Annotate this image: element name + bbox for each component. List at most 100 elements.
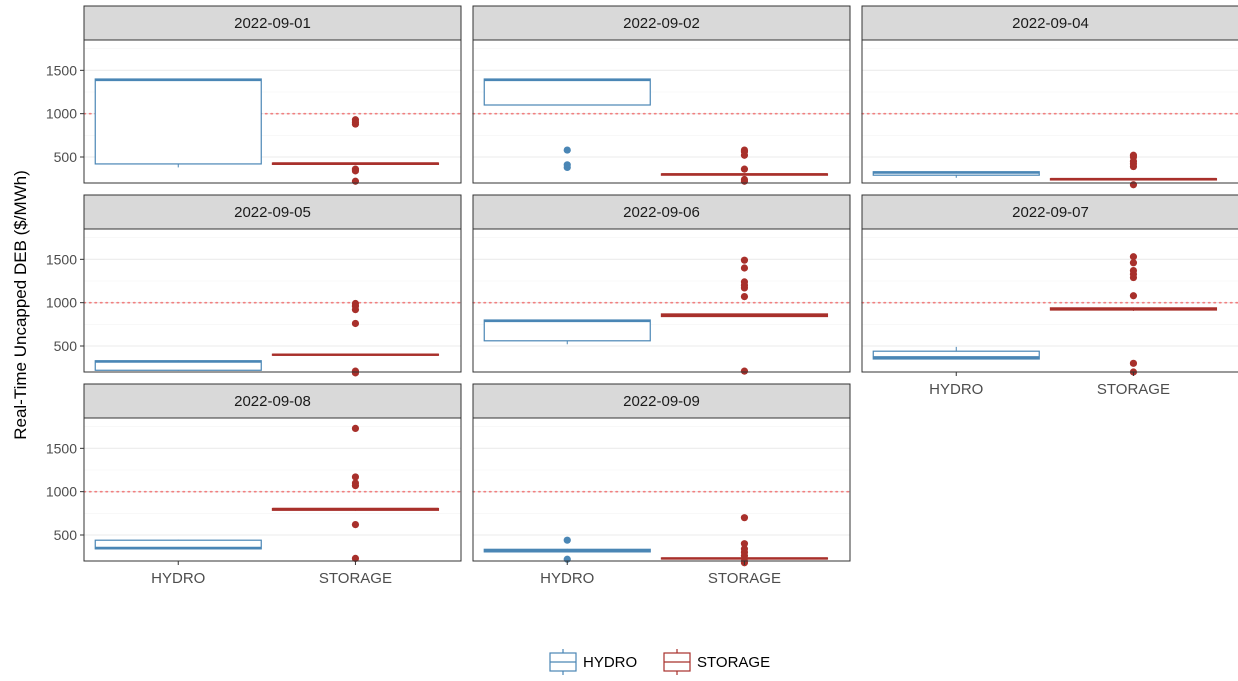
- facet-strip: [83, 5, 462, 41]
- x-tick-label: HYDRO: [929, 381, 983, 398]
- outlier-point: [563, 146, 571, 154]
- box-hydro: [483, 536, 651, 563]
- facet-title: 2022-09-01: [234, 15, 311, 32]
- x-tick-label: STORAGE: [708, 570, 781, 587]
- outlier-point: [351, 319, 360, 328]
- outlier-point: [351, 521, 360, 529]
- plot-area: [862, 40, 1238, 183]
- legend: HYDRO STORAGE: [549, 649, 770, 675]
- outlier-point: [740, 278, 749, 286]
- plot-area: [84, 418, 461, 561]
- facets: 2022-09-01 500 1000 1500 2022-09-02 2022-09-0…: [46, 5, 1238, 587]
- y-tick-label: 1500: [46, 62, 77, 78]
- y-tick-label: 500: [54, 527, 78, 543]
- box-hydro: [94, 360, 262, 371]
- box-body: [483, 78, 651, 106]
- outlier-point: [740, 175, 749, 184]
- panel-border: [861, 228, 1238, 373]
- outlier-point: [740, 514, 749, 522]
- box-body: [94, 78, 262, 165]
- facet-strip: [861, 5, 1238, 41]
- outlier-point: [740, 367, 749, 375]
- outlier-point: [563, 536, 571, 544]
- plot-area: [473, 229, 850, 372]
- panel-border: [472, 39, 851, 184]
- outlier-point: [1129, 151, 1138, 159]
- outlier-point: [351, 367, 360, 375]
- outlier-point: [351, 116, 360, 124]
- facet-title: 2022-09-06: [623, 204, 700, 221]
- plot-area: [84, 229, 461, 372]
- legend-item-storage: STORAGE: [663, 649, 770, 675]
- y-tick-label: 1000: [46, 484, 77, 500]
- box-storage: [1049, 253, 1218, 376]
- panel-border: [83, 417, 462, 562]
- outlier-point: [1129, 181, 1138, 189]
- y-tick-label: 500: [54, 338, 78, 354]
- outlier-point: [740, 165, 749, 173]
- facet-panel: 2022-09-05 500 1000 1500: [46, 194, 462, 377]
- y-tick-label: 1500: [46, 440, 77, 456]
- outlier-point: [351, 554, 360, 563]
- box-storage: [1049, 151, 1218, 189]
- panel-border: [83, 228, 462, 373]
- outlier-point: [740, 146, 749, 154]
- box-storage: [660, 146, 829, 185]
- facet-panel: 2022-09-02: [472, 5, 851, 185]
- box-hydro: [872, 171, 1040, 178]
- x-tick-label: STORAGE: [319, 570, 392, 587]
- facet-title: 2022-09-05: [234, 204, 311, 221]
- y-tick-label: 1000: [46, 295, 77, 311]
- box-storage: [271, 299, 440, 377]
- outlier-point: [1129, 267, 1138, 275]
- facet-panel: 2022-09-04: [861, 5, 1238, 189]
- facet-title: 2022-09-08: [234, 393, 311, 410]
- facet-title: 2022-09-09: [623, 393, 700, 410]
- box-hydro: [94, 78, 262, 168]
- box-storage: [271, 424, 440, 563]
- outlier-point: [563, 161, 571, 169]
- x-tick-label: HYDRO: [151, 570, 205, 587]
- facet-panel: 2022-09-06: [472, 194, 851, 375]
- outlier-point: [351, 165, 360, 173]
- outlier-point: [1129, 359, 1138, 367]
- outlier-point: [351, 473, 360, 481]
- outlier-point: [740, 545, 749, 553]
- plot-area: [473, 40, 850, 183]
- box-hydro: [483, 319, 651, 345]
- legend-label: STORAGE: [697, 654, 770, 671]
- y-tick-label: 1000: [46, 106, 77, 122]
- panel-border: [861, 39, 1238, 184]
- box-body: [872, 350, 1040, 360]
- facet-strip: [472, 5, 851, 41]
- legend-label: HYDRO: [583, 654, 637, 671]
- x-tick-label: STORAGE: [1097, 381, 1170, 398]
- x-tick-label: HYDRO: [540, 570, 594, 587]
- box-hydro: [872, 346, 1040, 360]
- outlier-point: [740, 264, 749, 272]
- outlier-point: [1129, 292, 1138, 300]
- outlier-point: [1129, 259, 1138, 267]
- box-hydro: [94, 539, 262, 550]
- facet-title: 2022-09-04: [1012, 15, 1089, 32]
- legend-item-hydro: HYDRO: [549, 649, 637, 675]
- facet-panel: 2022-09-09 HYDRO STORAGE: [472, 383, 851, 587]
- y-axis-label: Real-Time Uncapped DEB ($/MWh): [11, 170, 30, 440]
- outlier-point: [740, 540, 749, 548]
- y-tick-label: 500: [54, 149, 78, 165]
- plot-area: [473, 418, 850, 561]
- outlier-point: [740, 293, 749, 301]
- outlier-point: [1129, 253, 1138, 261]
- y-tick-label: 1500: [46, 251, 77, 267]
- facet-strip: [83, 383, 462, 419]
- facet-title: 2022-09-02: [623, 15, 700, 32]
- facet-strip: [83, 194, 462, 230]
- box-body: [483, 319, 651, 342]
- plot-area: [862, 229, 1238, 372]
- box-storage: [660, 256, 829, 375]
- facet-panel: 2022-09-08 500 1000 1500 HYDRO STORAGE: [46, 383, 462, 587]
- outlier-point: [351, 299, 360, 308]
- box-hydro: [483, 78, 651, 171]
- facet-title: 2022-09-07: [1012, 204, 1089, 221]
- panel-border: [472, 228, 851, 373]
